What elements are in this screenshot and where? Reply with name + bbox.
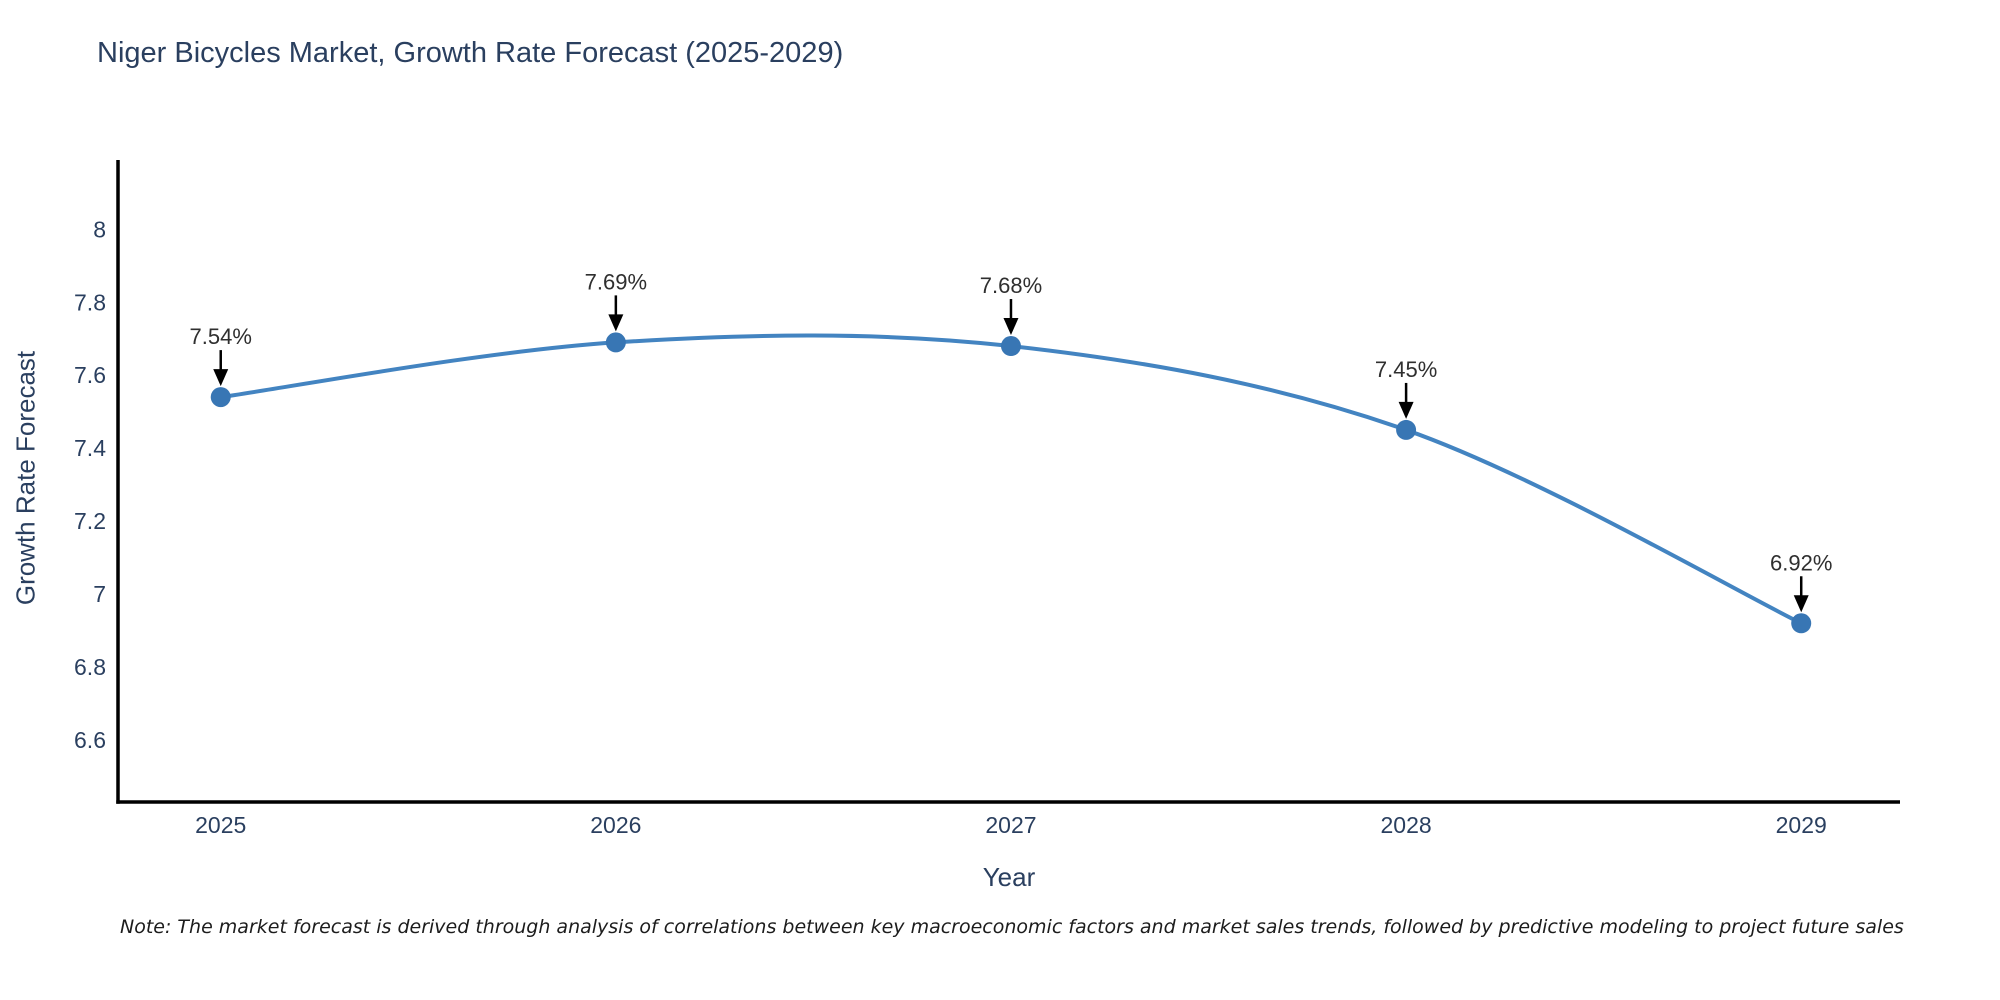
footnote: Note: The market forecast is derived thr… bbox=[120, 916, 1904, 938]
x-tick-label: 2028 bbox=[1381, 812, 1432, 838]
point-value-label: 7.54% bbox=[190, 324, 252, 349]
chart-title: Niger Bicycles Market, Growth Rate Forec… bbox=[97, 37, 844, 69]
x-tick-label: 2027 bbox=[985, 812, 1036, 838]
point-value-label: 7.45% bbox=[1375, 357, 1437, 382]
point-value-label: 7.69% bbox=[585, 269, 647, 294]
y-tick-label: 7.8 bbox=[74, 289, 106, 315]
annotation-arrowhead-icon bbox=[608, 314, 624, 332]
y-tick-label: 8 bbox=[93, 216, 106, 242]
y-tick-label: 7 bbox=[93, 581, 106, 607]
y-tick-label: 7.2 bbox=[74, 508, 106, 534]
annotation-arrowhead-icon bbox=[1398, 401, 1414, 419]
y-tick-label: 7.6 bbox=[74, 362, 106, 388]
annotation-arrowhead-icon bbox=[1003, 318, 1019, 336]
data-point[interactable] bbox=[1396, 419, 1417, 440]
data-point[interactable] bbox=[210, 387, 231, 408]
y-tick-label: 6.6 bbox=[74, 727, 106, 753]
data-point[interactable] bbox=[1791, 613, 1812, 634]
point-value-label: 6.92% bbox=[1770, 550, 1832, 575]
annotation-arrowhead-icon bbox=[1793, 595, 1809, 613]
data-point[interactable] bbox=[605, 332, 626, 353]
point-value-label: 7.68% bbox=[980, 273, 1042, 298]
x-axis-title: Year bbox=[982, 862, 1036, 892]
x-tick-label: 2025 bbox=[195, 812, 246, 838]
annotation-arrowhead-icon bbox=[213, 369, 229, 387]
data-point[interactable] bbox=[1000, 336, 1021, 357]
forecast-line bbox=[218, 333, 1804, 626]
x-tick-label: 2029 bbox=[1776, 812, 1827, 838]
y-tick-label: 6.8 bbox=[74, 654, 106, 680]
x-tick-label: 2026 bbox=[590, 812, 641, 838]
y-tick-label: 7.4 bbox=[74, 435, 106, 461]
